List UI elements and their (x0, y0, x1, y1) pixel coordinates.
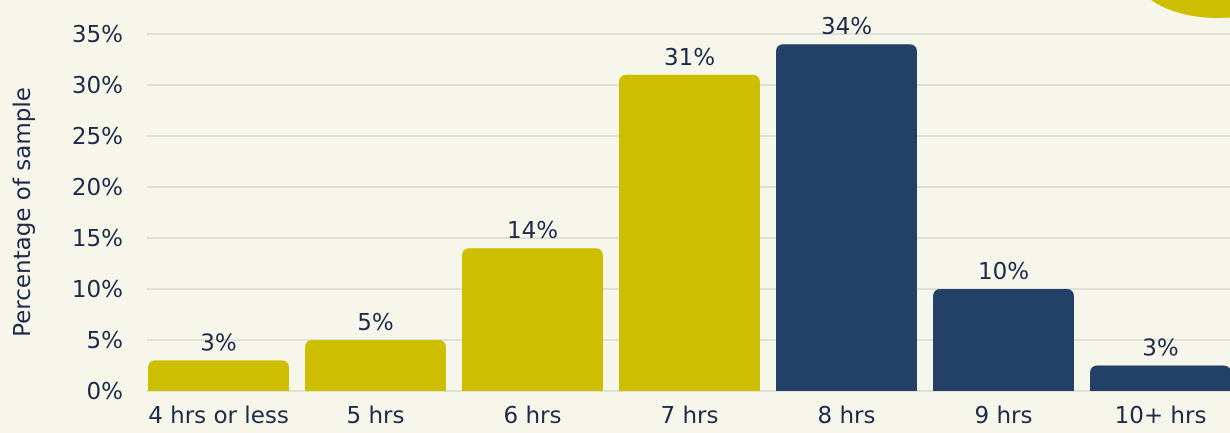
x-category-label: 7 hrs (661, 403, 719, 429)
y-tick-label: 25% (72, 124, 123, 150)
y-axis-ticks: 0% 5% 10% 15% 20% 25% 30% 35% (72, 22, 123, 405)
y-tick-label: 35% (72, 22, 123, 48)
y-tick-label: 20% (72, 175, 123, 201)
data-label: 5% (357, 310, 394, 336)
y-tick-label: 0% (87, 379, 124, 405)
y-tick-label: 5% (87, 328, 124, 354)
x-category-label: 6 hrs (504, 403, 562, 429)
data-label: 34% (821, 14, 872, 40)
bar (1090, 365, 1230, 391)
x-category-label: 9 hrs (975, 403, 1033, 429)
x-category-label: 4 hrs or less (148, 403, 289, 429)
y-tick-label: 15% (72, 226, 123, 252)
data-label: 10% (978, 259, 1029, 285)
data-labels: 3% 5% 14% 31% 34% 10% 3% (200, 14, 1179, 361)
data-label: 31% (664, 45, 715, 71)
bars (148, 44, 1230, 392)
corner-decoration (1151, 0, 1230, 18)
bar (305, 340, 446, 391)
data-label: 3% (1142, 336, 1179, 362)
bar (148, 360, 289, 391)
x-category-label: 8 hrs (818, 403, 876, 429)
x-axis-categories: 4 hrs or less 5 hrs 6 hrs 7 hrs 8 hrs 9 hrs 10… (148, 403, 1206, 429)
x-category-label: 10+ hrs (1115, 403, 1207, 429)
bar (933, 289, 1074, 391)
data-label: 14% (507, 218, 558, 244)
y-axis-title: Percentage of sample (10, 87, 36, 337)
data-label: 3% (200, 330, 237, 356)
x-category-label: 5 hrs (347, 403, 405, 429)
y-tick-label: 10% (72, 277, 123, 303)
bar (776, 44, 917, 391)
y-tick-label: 30% (72, 73, 123, 99)
bar (619, 74, 760, 392)
bar (462, 248, 603, 391)
